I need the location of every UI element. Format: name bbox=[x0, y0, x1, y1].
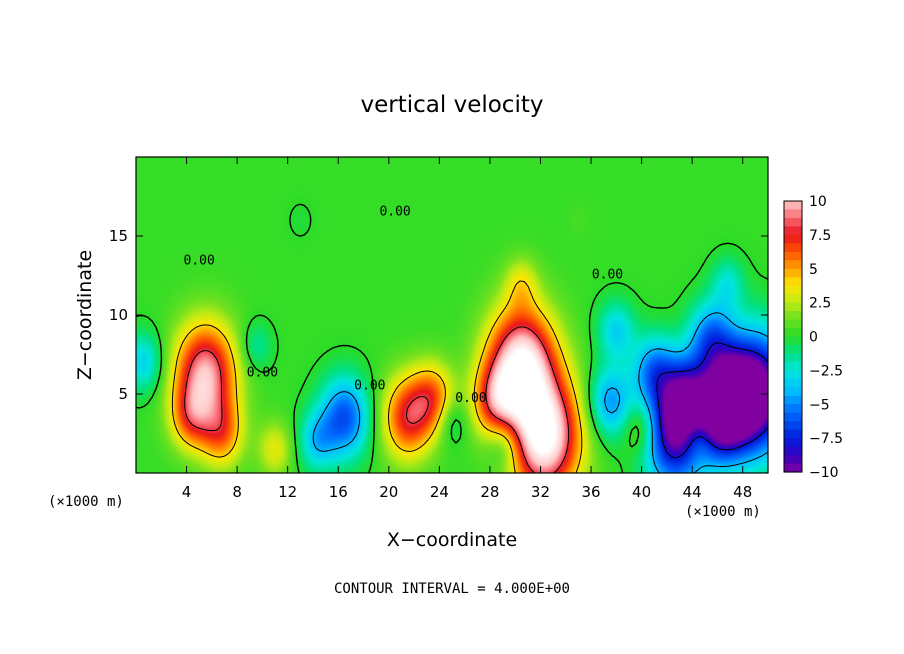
contour-interval-note: CONTOUR INTERVAL = 4.000E+00 bbox=[334, 581, 570, 597]
contour-label: 0.00 bbox=[247, 366, 278, 381]
colorbar-tick-label: 0 bbox=[809, 330, 818, 346]
y-axis-label: Z−coordinate bbox=[74, 250, 96, 380]
colorbar-band bbox=[784, 226, 802, 236]
y-tick-label: 15 bbox=[109, 227, 128, 245]
colorbar-tick-label: 7.5 bbox=[809, 228, 831, 244]
colorbar-band bbox=[784, 319, 802, 329]
y-tick-label: 5 bbox=[118, 385, 128, 403]
colorbar-band bbox=[784, 353, 802, 363]
x-axis-unit-right: (×1000 m) bbox=[685, 504, 761, 520]
contour-level-0 bbox=[136, 203, 768, 473]
x-tick-label: 32 bbox=[531, 483, 550, 501]
x-axis-unit-left: (×1000 m) bbox=[48, 494, 124, 510]
contour-label: 0.00 bbox=[184, 253, 215, 268]
colorbar-tick-label: 10 bbox=[809, 194, 827, 210]
chart-title: vertical velocity bbox=[361, 92, 544, 118]
colorbar-tick-label: −5 bbox=[809, 397, 830, 413]
colorbar-frame bbox=[783, 200, 803, 473]
y-tick-label: 10 bbox=[109, 306, 128, 324]
colorbar-band bbox=[784, 336, 802, 346]
colorbar-band bbox=[784, 201, 802, 211]
contour-level-8 bbox=[184, 326, 570, 473]
colorbar-band bbox=[784, 463, 802, 473]
y-axis-ticks: 5 10 15 bbox=[109, 227, 768, 403]
colorbar-band bbox=[784, 294, 802, 304]
colorbar-band bbox=[784, 260, 802, 270]
contour-label: 0.00 bbox=[455, 391, 486, 406]
contour-level-minus-8 bbox=[656, 342, 768, 459]
colorbar-band bbox=[784, 302, 802, 312]
colorbar-tick-label: 5 bbox=[809, 262, 818, 278]
x-tick-label: 36 bbox=[581, 483, 600, 501]
contour-lines bbox=[136, 203, 768, 473]
colorbar-band bbox=[784, 251, 802, 261]
x-tick-label: 4 bbox=[182, 483, 192, 501]
colorbar-band bbox=[784, 387, 802, 397]
colorbar-band bbox=[784, 455, 802, 465]
colorbar-band bbox=[784, 209, 802, 219]
x-tick-label: 24 bbox=[430, 483, 449, 501]
contour-label: 0.00 bbox=[379, 204, 410, 219]
x-tick-label: 40 bbox=[632, 483, 651, 501]
colorbar-tick-label: −7.5 bbox=[809, 431, 843, 447]
plot-area: 0.00 0.00 0.00 0.00 0.00 0.00 bbox=[136, 157, 768, 473]
colorbar-ticks: 10 7.5 5 2.5 0 −2.5 −5 −7.5 −10 bbox=[809, 194, 843, 481]
colorbar-band bbox=[784, 328, 802, 338]
colorbar-band bbox=[784, 344, 802, 355]
colorbar-band bbox=[784, 438, 802, 448]
colorbar-band bbox=[784, 311, 802, 321]
colorbar-band bbox=[784, 446, 802, 456]
colorbar-band bbox=[784, 285, 802, 295]
colorbar-band bbox=[784, 268, 802, 278]
colorbar-band bbox=[784, 277, 802, 287]
x-tick-label: 12 bbox=[278, 483, 297, 501]
colorbar-band bbox=[784, 378, 802, 388]
x-tick-label: 8 bbox=[232, 483, 242, 501]
x-axis-ticks: 4 8 12 16 20 24 28 32 36 40 44 48 bbox=[182, 157, 752, 501]
contour-label: 0.00 bbox=[592, 268, 623, 283]
colorbar-band bbox=[784, 421, 802, 431]
colorbar-tick-label: −2.5 bbox=[809, 363, 843, 379]
colorbar-band bbox=[784, 234, 802, 244]
x-tick-label: 16 bbox=[329, 483, 348, 501]
x-tick-label: 20 bbox=[379, 483, 398, 501]
colorbar-band bbox=[784, 370, 802, 380]
colorbar-band bbox=[784, 217, 802, 228]
colorbar bbox=[784, 201, 802, 473]
colorbar-tick-label: −10 bbox=[809, 465, 839, 481]
colorbar-band bbox=[784, 395, 802, 405]
x-tick-label: 48 bbox=[733, 483, 752, 501]
colorbar-band bbox=[784, 404, 802, 414]
colorbar-band bbox=[784, 412, 802, 422]
contour-labels: 0.00 0.00 0.00 0.00 0.00 0.00 bbox=[184, 204, 624, 405]
contour-level-4 bbox=[171, 280, 583, 473]
x-tick-label: 28 bbox=[480, 483, 499, 501]
x-axis-label: X−coordinate bbox=[387, 529, 517, 551]
x-tick-label: 44 bbox=[683, 483, 702, 501]
contour-level-minus-4 bbox=[312, 312, 768, 473]
colorbar-band bbox=[784, 361, 802, 371]
colorbar-band bbox=[784, 243, 802, 253]
contour-label: 0.00 bbox=[354, 378, 385, 393]
velocity-field bbox=[136, 157, 768, 473]
colorbar-band bbox=[784, 429, 802, 439]
colorbar-tick-label: 2.5 bbox=[809, 296, 831, 312]
